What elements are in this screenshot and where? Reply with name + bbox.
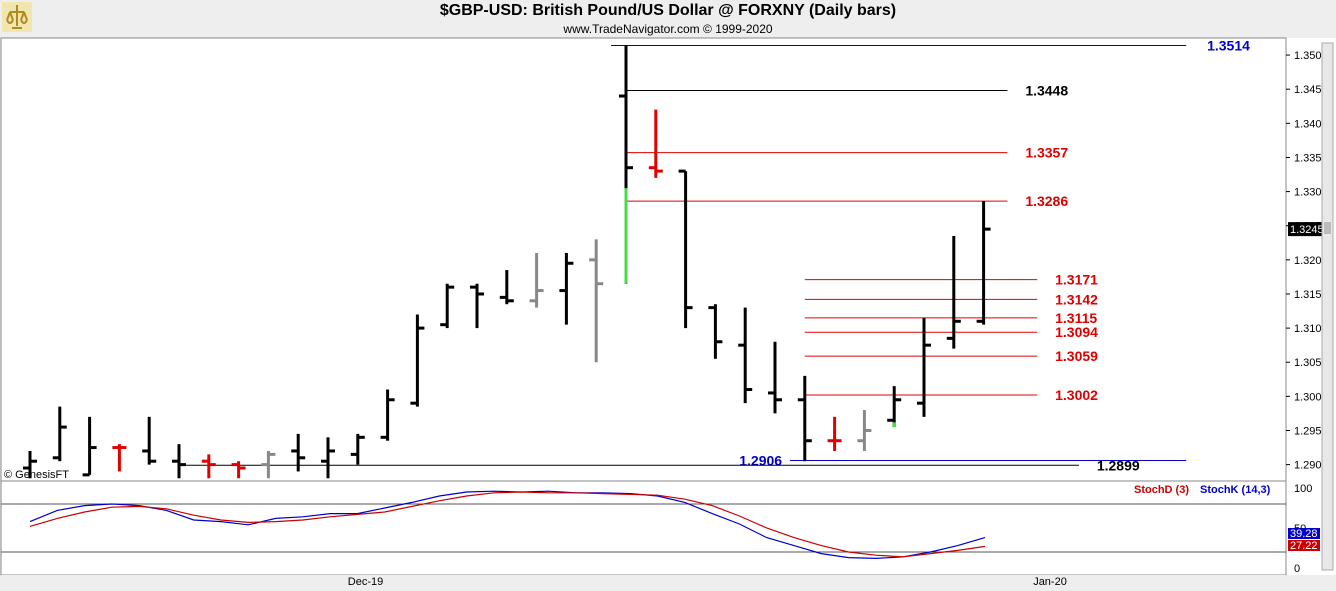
ohlc-bar [231, 461, 246, 479]
price-panel [0, 37, 1287, 482]
level-label: 1.3286 [1025, 193, 1068, 209]
last-price-label: 1.3245 [1290, 224, 1324, 236]
x-axis-label: Jan-20 [1033, 576, 1067, 588]
price-tick-label: 1.3500 [1294, 50, 1328, 62]
price-tick-label: 1.3350 [1294, 152, 1328, 164]
price-tick-label: 1.3150 [1294, 289, 1328, 301]
ohlc-bar [648, 109, 663, 178]
last-price-box [1288, 222, 1324, 237]
ohlc-bar [380, 389, 395, 441]
stochastic-last-label: 27.22 [1290, 540, 1318, 552]
price-tick-label: 1.3050 [1294, 357, 1328, 369]
level-label: 1.3002 [1055, 387, 1098, 403]
ohlc-bar [887, 386, 902, 428]
ohlc-bar [589, 239, 604, 363]
ohlc-bar [827, 416, 842, 451]
genesis-logo-icon [2, 2, 32, 32]
stochastic-last-box [1288, 540, 1320, 551]
level-label: 1.3357 [1025, 145, 1068, 161]
ohlc-bar [261, 450, 276, 479]
stochastic-series-line [29, 491, 986, 558]
ohlc-bar [201, 454, 216, 479]
level-label: 1.3059 [1055, 348, 1098, 364]
price-tick-label: 1.2950 [1294, 425, 1328, 437]
price-tick-label: 1.3400 [1294, 118, 1328, 130]
ohlc-bar [678, 169, 693, 329]
ohlc-bar [768, 341, 782, 414]
ohlc-bar [142, 416, 157, 465]
ohlc-bar [946, 235, 961, 349]
scroll-thumb[interactable] [1324, 222, 1331, 234]
ohlc-bar [440, 283, 455, 329]
x-axis-area [1, 575, 1286, 587]
ohlc-bar [350, 433, 365, 465]
price-tick-label: 1.3100 [1294, 323, 1328, 335]
price-tick-label: 1.3300 [1294, 187, 1328, 199]
level-label: 1.3514 [1207, 38, 1250, 54]
price-tick-label: 1.3450 [1294, 84, 1328, 96]
vertical-scrollbar[interactable] [1321, 42, 1334, 571]
level-label: 1.3448 [1025, 83, 1068, 99]
ohlc-bar [857, 410, 872, 451]
level-label: 1.2899 [1097, 457, 1140, 473]
ohlc-bar [499, 270, 514, 305]
stochastic-tick-label: 100 [1294, 483, 1312, 495]
stochastic-last-box [1288, 528, 1320, 539]
stochastic-last-label: 39.28 [1290, 528, 1318, 540]
ohlc-bar [321, 437, 335, 479]
price-tick-label: 1.3000 [1294, 391, 1328, 403]
ohlc-bar [797, 375, 812, 462]
stochastic-legend-item: StochD (3) [1134, 484, 1189, 496]
ohlc-bar [619, 45, 633, 284]
ohlc-bar [976, 201, 991, 325]
ohlc-bar [291, 433, 306, 472]
x-axis-label: Dec-19 [348, 576, 383, 588]
stochastic-tick-label: 0 [1294, 563, 1300, 575]
chart-title: $GBP-USD: British Pound/US Dollar @ FORX… [439, 2, 897, 19]
ohlc-bar [52, 406, 67, 462]
level-label: 1.3115 [1055, 310, 1097, 326]
ohlc-bar [82, 416, 97, 477]
level-label: 1.3171 [1055, 272, 1098, 288]
stochastic-legend-item: StochK (14,3) [1200, 484, 1271, 496]
ohlc-bar [917, 317, 931, 417]
price-tick-label: 1.3200 [1294, 255, 1328, 267]
level-label: 1.2906 [739, 453, 782, 469]
chart-subtitle: www.TradeNavigator.com © 1999-2020 [563, 22, 773, 36]
ohlc-bar [23, 450, 37, 479]
watermark-text: © GenesisFT [4, 469, 69, 481]
stochastic-panel [0, 480, 1287, 576]
ohlc-bar [172, 444, 186, 479]
ohlc-bar [410, 314, 425, 407]
ohlc-bar [559, 253, 574, 325]
level-label: 1.3142 [1055, 291, 1098, 307]
price-tick-label: 1.2900 [1294, 460, 1328, 472]
ohlc-bar [708, 304, 723, 359]
stochastic-series-line [29, 490, 986, 560]
level-label: 1.3094 [1055, 324, 1098, 340]
ohlc-bar [470, 283, 484, 329]
ohlc-bar [112, 444, 127, 472]
ohlc-bar [529, 253, 544, 308]
ohlc-bar [738, 307, 753, 404]
